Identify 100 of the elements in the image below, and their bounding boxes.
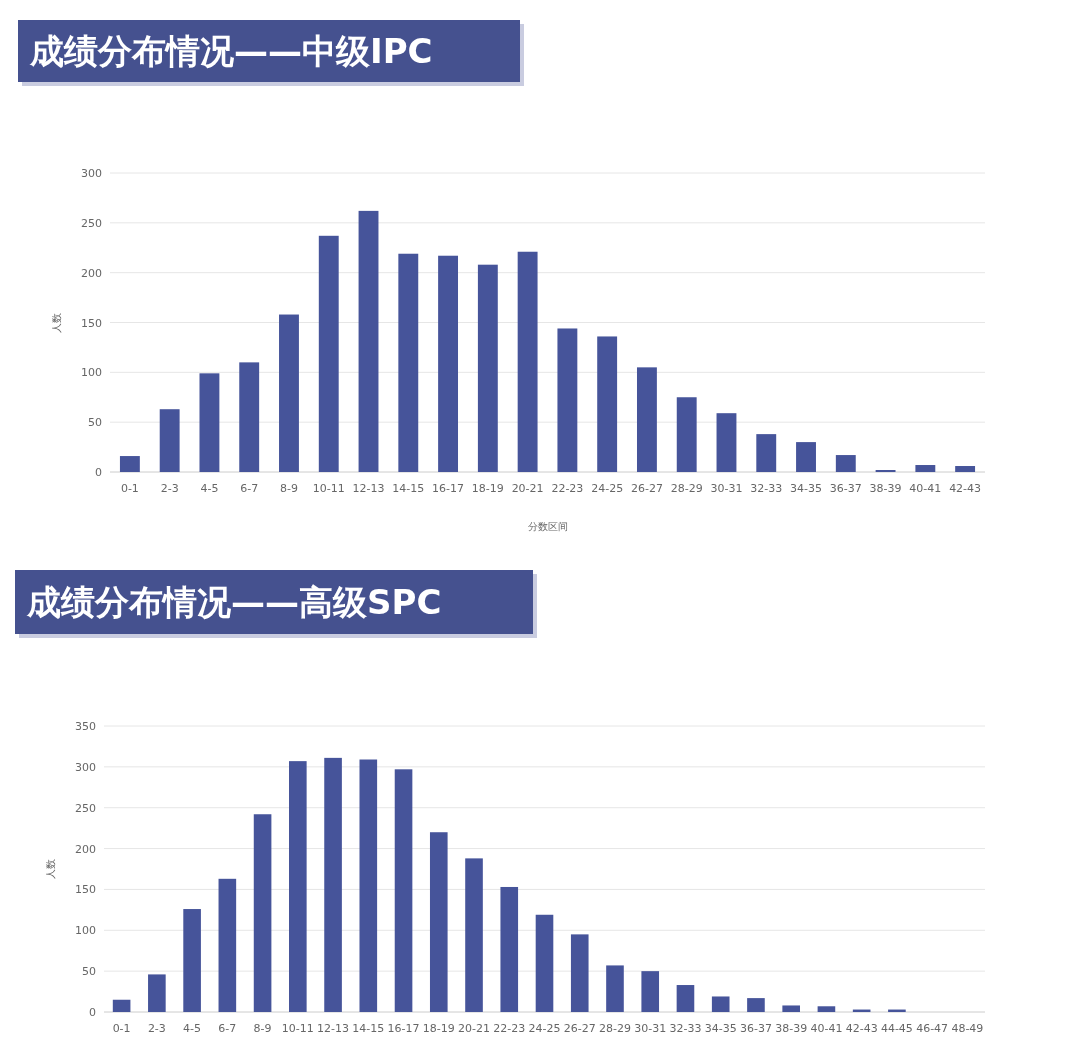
bar	[636, 367, 657, 472]
y-tick-label: 150	[75, 883, 96, 897]
y-tick-label: 0	[89, 1006, 96, 1019]
x-tick-label: 38-39	[869, 482, 902, 495]
x-tick-label: 20-21	[458, 1022, 490, 1035]
x-tick-label: 8-9	[253, 1022, 272, 1035]
chart-title: 成绩分布情况——中级IPC	[29, 31, 433, 71]
x-tick-label: 0-1	[112, 1022, 131, 1035]
x-tick-label: 32-33	[669, 1022, 702, 1035]
x-tick-label: 18-19	[471, 482, 504, 495]
bar	[477, 264, 498, 472]
bar	[119, 456, 140, 472]
y-tick-label: 50	[88, 416, 102, 430]
x-tick-label: 4-5	[200, 482, 219, 495]
bar	[500, 886, 519, 1012]
bar	[756, 434, 777, 472]
bar	[429, 832, 448, 1012]
bar	[817, 1006, 836, 1012]
x-tick-label: 4-5	[183, 1022, 202, 1035]
x-tick-label: 8-9	[279, 482, 298, 495]
bar	[597, 336, 618, 472]
bar	[606, 965, 624, 1012]
bar	[359, 759, 378, 1012]
bar	[218, 878, 237, 1012]
x-tick-label: 34-35	[790, 482, 823, 495]
y-tick-label: 350	[75, 720, 96, 733]
x-tick-label: 2-3	[147, 1022, 166, 1035]
x-tick-label: 22-23	[493, 1022, 526, 1035]
y-tick-label: 250	[75, 801, 96, 815]
x-tick-label: 46-47	[916, 1022, 949, 1035]
bar	[747, 998, 765, 1012]
x-tick-label: 22-23	[551, 482, 584, 495]
x-tick-label: 14-15	[352, 1022, 385, 1035]
bar	[199, 373, 220, 472]
x-tick-label: 44-45	[880, 1022, 913, 1035]
bar	[641, 971, 660, 1012]
x-tick-label: 6-7	[218, 1022, 237, 1035]
x-tick-label: 20-21	[511, 482, 544, 495]
bar	[324, 757, 342, 1012]
bar	[570, 934, 589, 1012]
bar	[438, 255, 459, 472]
bar	[289, 761, 307, 1012]
bar	[711, 996, 730, 1012]
bar	[676, 985, 695, 1012]
x-tick-label: 32-33	[750, 482, 783, 495]
x-tick-label: 48-49	[951, 1022, 984, 1035]
x-tick-label: 0-1	[120, 482, 139, 495]
x-tick-label: 24-25	[528, 1022, 561, 1035]
bar	[535, 914, 554, 1012]
y-tick-label: 100	[81, 366, 102, 380]
bar	[159, 409, 180, 472]
y-tick-label: 200	[81, 266, 102, 280]
x-tick-label: 26-27	[563, 1022, 596, 1035]
x-tick-label: 38-39	[775, 1022, 808, 1035]
bar	[148, 974, 166, 1012]
bar	[835, 455, 856, 472]
bar	[796, 442, 816, 472]
x-tick-label: 24-25	[591, 482, 624, 495]
x-tick-label: 30-31	[634, 1022, 667, 1035]
bar	[465, 858, 483, 1012]
x-tick-label: 26-27	[630, 482, 663, 495]
y-tick-label: 200	[75, 842, 96, 856]
bar	[915, 465, 936, 472]
x-tick-label: 34-35	[704, 1022, 737, 1035]
x-tick-label: 42-43	[949, 482, 982, 495]
bar	[517, 251, 538, 472]
bar	[782, 1005, 800, 1012]
x-tick-label: 10-11	[312, 482, 345, 495]
x-tick-label: 36-37	[829, 482, 862, 495]
x-tick-label: 40-41	[810, 1022, 843, 1035]
bar	[358, 210, 379, 472]
bar	[239, 362, 260, 472]
x-tick-label: 14-15	[392, 482, 425, 495]
y-tick-label: 300	[75, 760, 96, 774]
x-tick-label: 16-17	[387, 1022, 420, 1035]
bar	[398, 253, 419, 472]
bar	[279, 314, 299, 472]
bar	[112, 999, 131, 1012]
y-tick-label: 250	[81, 216, 102, 230]
x-tick-label: 12-13	[352, 482, 385, 495]
x-tick-label: 10-11	[281, 1022, 314, 1035]
y-tick-label: 300	[81, 167, 102, 180]
x-tick-label: 6-7	[240, 482, 259, 495]
bar	[318, 235, 339, 472]
x-tick-label: 18-19	[422, 1022, 455, 1035]
y-tick-label: 50	[82, 965, 96, 979]
y-axis-title: 人数	[45, 859, 56, 879]
x-tick-label: 36-37	[739, 1022, 772, 1035]
bar	[676, 397, 697, 472]
x-tick-label: 2-3	[160, 482, 179, 495]
y-tick-label: 0	[95, 466, 102, 479]
chart-title: 成绩分布情况——高级SPC	[26, 582, 442, 622]
x-axis-title: 分数区间	[527, 521, 568, 532]
bar	[253, 814, 272, 1012]
bar	[955, 466, 976, 472]
x-tick-label: 42-43	[845, 1022, 878, 1035]
bar	[716, 413, 737, 472]
bar	[183, 909, 201, 1012]
y-axis-title: 人数	[51, 312, 62, 333]
y-tick-label: 100	[75, 924, 96, 938]
